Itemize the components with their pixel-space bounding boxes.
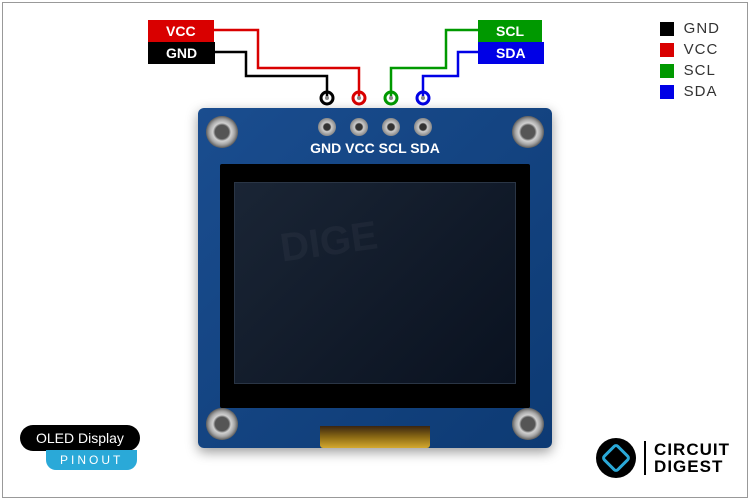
pin-label-scl: SCL [478, 20, 542, 42]
legend-swatch-vcc [660, 43, 674, 57]
legend-item-scl: SCL [660, 62, 720, 79]
oled-screen-frame [220, 164, 530, 408]
pin-label-vcc: VCC [148, 20, 214, 42]
legend-item-vcc: VCC [660, 41, 720, 58]
mount-hole-bl [206, 408, 238, 440]
brand-text-wrap: CIRCUIT DIGEST [644, 441, 730, 475]
title-sub: PINOUT [46, 450, 137, 470]
brand-block: CIRCUIT DIGEST [596, 438, 730, 478]
mount-hole-tl [206, 116, 238, 148]
brand-text-line1: CIRCUIT [654, 441, 730, 458]
legend-text-sda: SDA [684, 83, 718, 100]
oled-screen [234, 182, 516, 384]
silkscreen-labels: GND VCC SCL SDA [310, 140, 440, 156]
header-pin [382, 118, 400, 136]
legend-item-gnd: GND [660, 20, 720, 37]
flex-cable [320, 426, 430, 448]
header-pin [414, 118, 432, 136]
legend-item-sda: SDA [660, 83, 720, 100]
legend-text-vcc: VCC [684, 41, 719, 58]
legend-swatch-scl [660, 64, 674, 78]
brand-icon [596, 438, 636, 478]
brand-icon-shape [600, 442, 631, 473]
legend-text-scl: SCL [684, 62, 716, 79]
pin-label-sda: SDA [478, 42, 544, 64]
mount-hole-tr [512, 116, 544, 148]
brand-text-line2: DIGEST [654, 458, 730, 475]
oled-module: GND VCC SCL SDA [198, 108, 552, 448]
header-pin [350, 118, 368, 136]
legend-text-gnd: GND [684, 20, 720, 37]
legend-swatch-gnd [660, 22, 674, 36]
pin-label-gnd: GND [148, 42, 215, 64]
header-pin [318, 118, 336, 136]
title-block: OLED Display PINOUT [20, 425, 140, 470]
title-main: OLED Display [20, 425, 140, 451]
header-pin-row [318, 118, 432, 136]
legend-swatch-sda [660, 85, 674, 99]
pin-legend: GND VCC SCL SDA [660, 20, 720, 104]
mount-hole-br [512, 408, 544, 440]
